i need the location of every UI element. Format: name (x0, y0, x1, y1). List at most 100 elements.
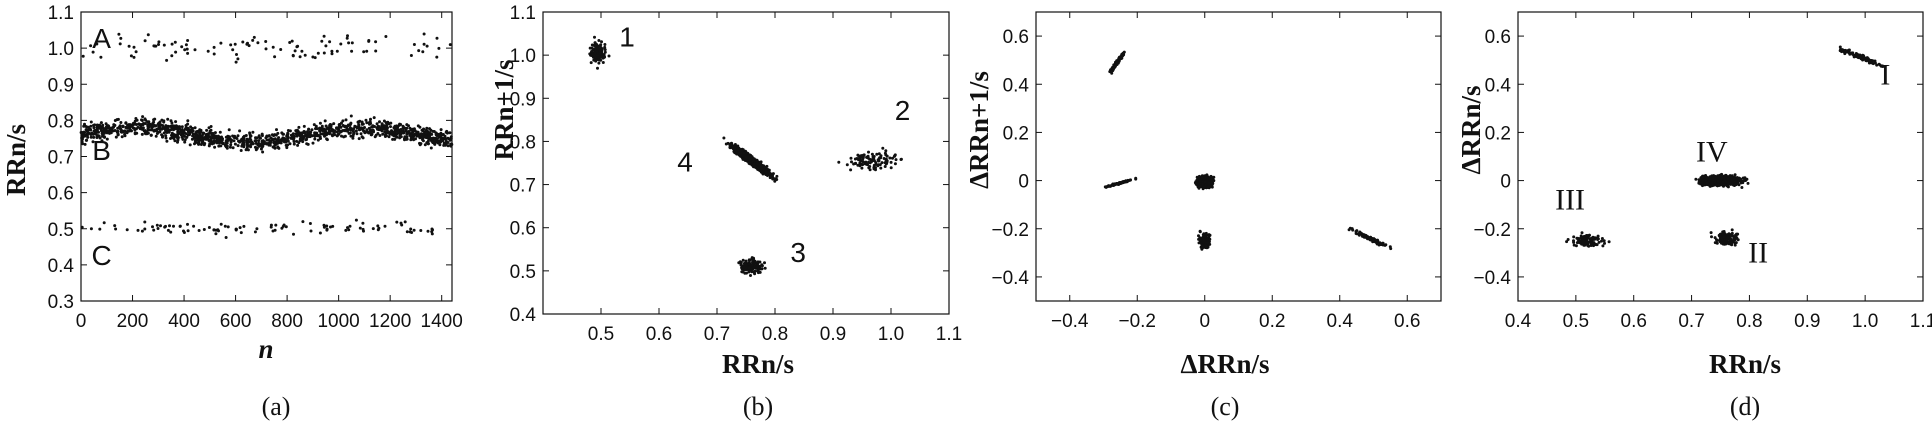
data-point (358, 226, 362, 230)
data-point (92, 126, 96, 130)
data-point (747, 270, 751, 274)
data-point (183, 138, 187, 142)
data-point (1596, 237, 1600, 241)
data-point (125, 228, 129, 232)
data-point (92, 135, 96, 139)
data-point (238, 129, 242, 133)
data-point (758, 260, 762, 264)
data-point (132, 55, 136, 59)
data-point (180, 125, 184, 129)
data-point (81, 142, 85, 146)
data-point (85, 130, 89, 133)
x-tick-label: 1400 (421, 311, 463, 332)
data-point (383, 224, 387, 228)
plot-frame (542, 11, 950, 315)
data-point (191, 126, 194, 130)
data-point (877, 157, 881, 161)
data-point (282, 132, 285, 136)
data-point (119, 127, 123, 131)
data-point (316, 138, 320, 142)
data-point (771, 177, 775, 181)
data-point (251, 130, 255, 134)
data-point (380, 122, 384, 126)
data-point (154, 134, 158, 138)
data-point (225, 144, 229, 148)
data-point (165, 139, 169, 143)
data-point (120, 130, 124, 134)
data-point (603, 45, 607, 49)
data-point (1593, 242, 1597, 246)
data-point (184, 124, 188, 127)
data-point (183, 140, 187, 144)
data-point (317, 134, 320, 137)
data-point (852, 162, 856, 166)
data-point (272, 141, 276, 145)
data-point (141, 122, 145, 125)
data-point (1203, 235, 1207, 238)
data-point (308, 222, 312, 225)
data-point (591, 47, 595, 51)
data-point (307, 135, 311, 138)
data-point (192, 224, 196, 228)
data-point (421, 50, 425, 54)
data-point (732, 147, 736, 151)
data-point (328, 40, 332, 44)
data-point (393, 137, 397, 141)
data-point (387, 135, 391, 139)
data-point (276, 131, 280, 135)
data-point (361, 227, 365, 231)
data-point (1847, 48, 1851, 52)
data-point (1718, 232, 1722, 236)
data-point (447, 137, 451, 141)
data-point (429, 146, 433, 150)
data-point (231, 134, 235, 138)
data-point (316, 51, 320, 55)
data-point (269, 223, 273, 227)
x-tick-label: 0.6 (646, 324, 672, 345)
data-point (1572, 239, 1575, 243)
data-point (180, 135, 184, 139)
data-point (245, 42, 249, 46)
x-tick-label: 0.9 (820, 324, 846, 345)
data-point (235, 53, 238, 56)
data-point (596, 66, 599, 70)
data-point (236, 144, 240, 148)
data-point (149, 133, 153, 137)
data-point (293, 134, 296, 138)
data-point (597, 61, 601, 65)
data-point (369, 130, 372, 134)
data-point (758, 161, 762, 165)
data-point (218, 130, 222, 134)
data-point (170, 54, 174, 58)
data-point (441, 133, 445, 136)
data-point (99, 55, 103, 59)
data-point (297, 141, 301, 145)
data-point (165, 131, 169, 134)
data-point (286, 143, 290, 147)
data-point (155, 132, 159, 135)
x-tick-label: 1.0 (1852, 311, 1878, 332)
data-point (244, 148, 248, 152)
data-point (274, 223, 278, 227)
x-tick-label: 1.1 (1910, 311, 1932, 332)
data-point (290, 39, 294, 43)
data-point (393, 124, 397, 128)
data-point (261, 150, 265, 154)
data-point (129, 129, 133, 132)
data-point (331, 134, 334, 138)
data-point (868, 165, 872, 168)
data-point (293, 49, 297, 53)
data-point (307, 131, 311, 135)
data-point (597, 39, 601, 42)
data-point (736, 148, 740, 152)
data-point (292, 137, 295, 141)
data-point (354, 218, 358, 222)
data-point (409, 133, 413, 137)
x-tick-label: 1000 (317, 311, 359, 332)
data-point (412, 43, 416, 46)
data-point (444, 130, 448, 134)
data-point (1198, 229, 1202, 233)
data-point (883, 151, 887, 155)
data-point (1122, 180, 1125, 184)
x-tick-label: 0.4 (1505, 311, 1532, 332)
